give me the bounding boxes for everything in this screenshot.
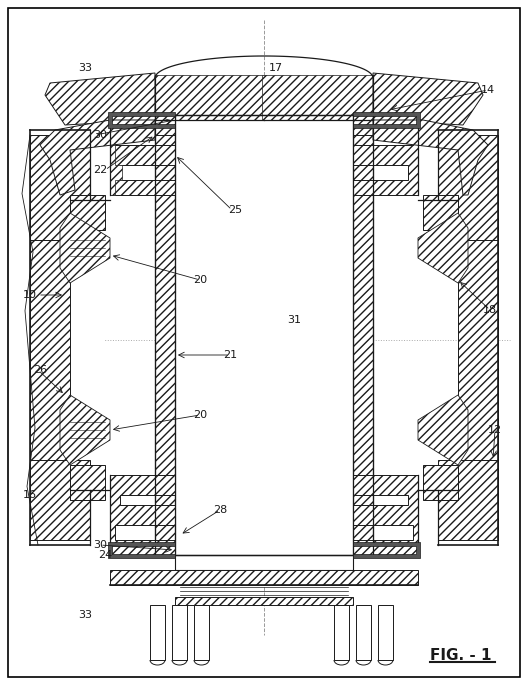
Text: 25: 25: [228, 205, 242, 215]
Polygon shape: [438, 460, 498, 540]
Polygon shape: [438, 135, 498, 240]
Polygon shape: [110, 145, 122, 195]
Polygon shape: [353, 112, 420, 128]
Polygon shape: [45, 73, 155, 125]
Text: 28: 28: [213, 505, 227, 515]
Bar: [70, 245, 105, 460]
Polygon shape: [353, 115, 373, 555]
Polygon shape: [423, 195, 458, 230]
Polygon shape: [60, 395, 110, 465]
Text: 21: 21: [223, 350, 237, 360]
Polygon shape: [110, 475, 175, 555]
Polygon shape: [418, 213, 468, 283]
Text: 33: 33: [78, 610, 92, 620]
Polygon shape: [262, 75, 373, 120]
Text: 16: 16: [23, 490, 37, 500]
Polygon shape: [60, 213, 110, 283]
Polygon shape: [353, 542, 420, 558]
Polygon shape: [108, 112, 175, 128]
Polygon shape: [108, 542, 175, 558]
Polygon shape: [423, 465, 458, 500]
Text: 26: 26: [33, 365, 47, 375]
Bar: [150, 605, 165, 660]
Bar: [378, 605, 393, 660]
Polygon shape: [353, 115, 418, 195]
Bar: [334, 605, 349, 660]
Bar: [175, 115, 353, 555]
Polygon shape: [30, 135, 90, 240]
Polygon shape: [30, 240, 70, 460]
Text: 20: 20: [193, 410, 207, 420]
Polygon shape: [155, 115, 175, 555]
Bar: [172, 605, 187, 660]
Text: 20: 20: [193, 275, 207, 285]
Bar: [175, 555, 353, 570]
Polygon shape: [418, 395, 468, 465]
Text: 33: 33: [78, 63, 92, 73]
Bar: [194, 605, 209, 660]
Polygon shape: [70, 195, 105, 230]
Polygon shape: [373, 73, 483, 125]
Polygon shape: [155, 75, 266, 120]
Polygon shape: [40, 120, 155, 195]
Polygon shape: [70, 465, 105, 500]
Text: 22: 22: [93, 165, 107, 175]
Text: 30: 30: [93, 540, 107, 550]
Bar: [175, 597, 353, 605]
Bar: [356, 605, 371, 660]
Text: FIG. - 1: FIG. - 1: [430, 647, 492, 662]
Polygon shape: [110, 115, 175, 195]
Text: 14: 14: [481, 85, 495, 95]
Text: 18: 18: [483, 305, 497, 315]
Text: 17: 17: [269, 63, 283, 73]
Polygon shape: [353, 475, 418, 555]
Text: 12: 12: [488, 425, 502, 435]
Text: 31: 31: [287, 315, 301, 325]
Polygon shape: [30, 460, 90, 540]
Text: 24: 24: [98, 550, 112, 560]
Text: 30: 30: [93, 130, 107, 140]
Polygon shape: [110, 570, 418, 585]
Polygon shape: [373, 120, 488, 195]
Text: 10: 10: [23, 290, 37, 300]
Polygon shape: [458, 240, 498, 460]
